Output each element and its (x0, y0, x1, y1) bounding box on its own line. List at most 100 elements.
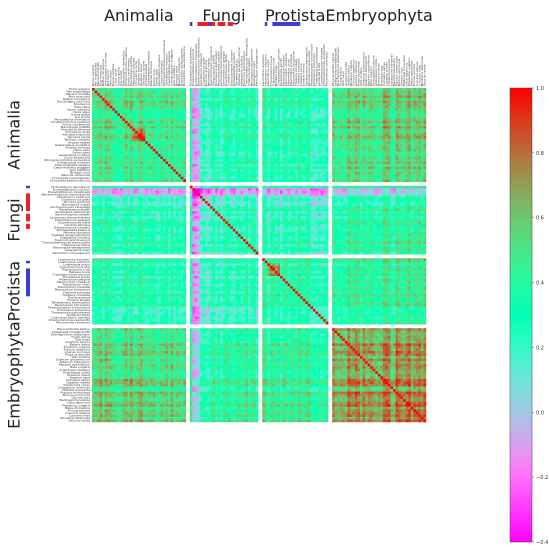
heatmap-cell (315, 126, 319, 129)
heatmap-cell (230, 110, 234, 114)
heatmap-cell (372, 133, 376, 137)
heatmap-cell (173, 108, 176, 112)
heatmap-cell (385, 164, 389, 167)
heatmap-cell (312, 131, 316, 134)
heatmap-cell (178, 174, 181, 177)
heatmap-cell (135, 153, 138, 157)
heatmap-cell (227, 103, 231, 106)
column-label: Malus domestica (410, 61, 414, 86)
heatmap-cell (107, 131, 110, 134)
heatmap-cell (300, 148, 304, 152)
heatmap-cell (395, 90, 399, 94)
heatmap-cell (189, 138, 193, 142)
heatmap-cell (403, 88, 406, 91)
heatmap-cell (390, 120, 394, 124)
heatmap-cell (277, 103, 281, 106)
heatmap-cell (255, 126, 259, 129)
heatmap-cell (183, 161, 187, 165)
heatmap-cell (114, 90, 118, 94)
heatmap-cell (255, 128, 259, 132)
heatmap-cell (189, 153, 193, 157)
heatmap-cell (387, 90, 391, 94)
heatmap-cell (140, 164, 143, 167)
heatmap-cell (194, 174, 198, 177)
heatmap-cell (410, 118, 414, 122)
heatmap-cell (277, 158, 281, 162)
heatmap-cell (232, 88, 236, 91)
heatmap-cell (250, 158, 254, 162)
heatmap-cell (168, 146, 171, 150)
heatmap-cell (262, 146, 266, 150)
heatmap-cell (297, 95, 301, 99)
heatmap-cell (202, 98, 206, 101)
heatmap-cell (160, 141, 164, 145)
heatmap-cell (107, 138, 110, 142)
heatmap-cell (119, 174, 123, 177)
heatmap-cell (423, 153, 427, 157)
heatmap-cell (410, 161, 414, 165)
heatmap-cell (175, 138, 179, 142)
heatmap-cell (124, 171, 128, 175)
heatmap-cell (183, 133, 187, 137)
heatmap-cell (380, 113, 384, 117)
heatmap-cell (355, 171, 358, 175)
heatmap-cell (337, 169, 341, 172)
heatmap-cell (290, 161, 293, 165)
heatmap-cell (197, 128, 201, 132)
heatmap-cell (222, 108, 226, 112)
heatmap-cell (202, 166, 206, 170)
heatmap-cell (178, 131, 181, 134)
heatmap-cell (282, 158, 286, 162)
heatmap-cell (230, 123, 234, 127)
heatmap-cell (393, 161, 396, 165)
heatmap-cell (104, 103, 108, 106)
row-label: Ananas comosus (65, 350, 91, 354)
heatmap-cell (117, 88, 121, 91)
row-label: Gossypium raimondii (58, 386, 90, 390)
heatmap-cell (332, 158, 335, 162)
heatmap-cell (310, 141, 314, 145)
heatmap-cell (320, 105, 324, 109)
heatmap-cell (382, 171, 386, 175)
heatmap-cell (264, 179, 268, 183)
heatmap-cell (292, 176, 296, 180)
heatmap-cell (183, 136, 187, 139)
heatmap-cell (269, 179, 273, 183)
heatmap-cell (357, 169, 361, 172)
heatmap-cell (352, 93, 356, 96)
heatmap-cell (245, 103, 249, 106)
column-label: Salmo salar (154, 68, 158, 86)
heatmap-cell (420, 156, 424, 160)
heatmap-cell (305, 120, 309, 124)
heatmap-cell (199, 128, 203, 132)
heatmap-cell (357, 88, 361, 91)
column-label: Penicillium chrysogenum (255, 48, 259, 86)
heatmap-cell (302, 161, 306, 165)
heatmap-cell (180, 126, 184, 129)
column-label: Nasonia vitripennis (177, 57, 181, 86)
heatmap-cell (362, 176, 366, 180)
heatmap-cell (418, 120, 422, 124)
heatmap-cell (220, 126, 224, 129)
heatmap-cell (162, 128, 166, 132)
heatmap-cell (150, 179, 154, 183)
heatmap-cell (410, 88, 414, 91)
heatmap-cell (183, 88, 187, 91)
heatmap-cell (155, 128, 159, 132)
heatmap-cell (232, 161, 236, 165)
heatmap-cell (395, 133, 399, 137)
heatmap-cell (337, 166, 341, 170)
heatmap-cell (332, 120, 335, 124)
heatmap-cell (367, 161, 371, 165)
heatmap-cell (400, 123, 404, 127)
heatmap-cell (130, 148, 133, 152)
heatmap-cell (282, 115, 286, 119)
heatmap-cell (398, 153, 401, 157)
heatmap-cell (282, 98, 286, 101)
heatmap-cell (135, 179, 138, 183)
heatmap-cell (262, 100, 266, 104)
heatmap-cell (212, 138, 216, 142)
heatmap-cell (102, 146, 105, 150)
heatmap-cell (423, 98, 427, 101)
heatmap-cell (235, 115, 239, 119)
